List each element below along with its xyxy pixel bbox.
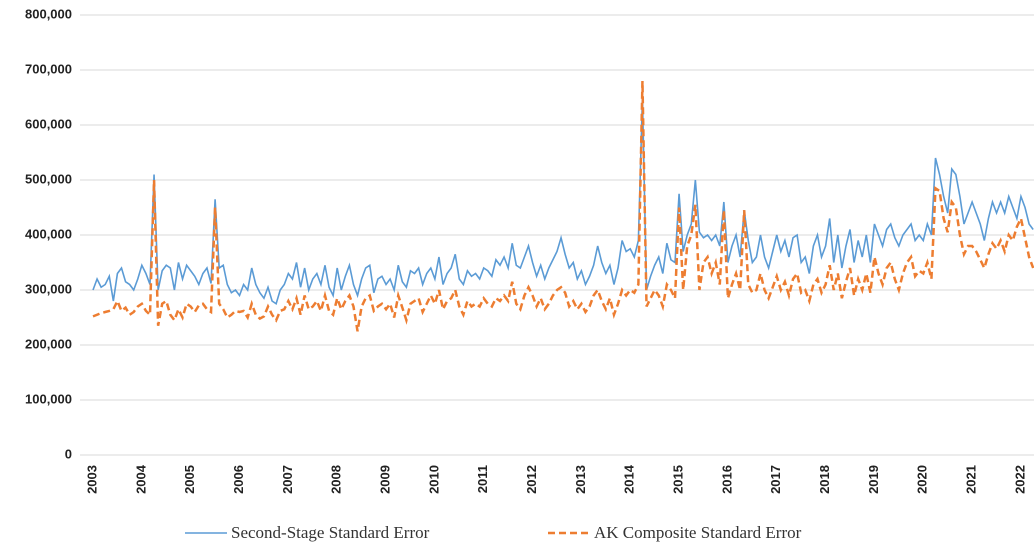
x-tick-label: 2016 bbox=[719, 465, 734, 494]
y-tick-label: 600,000 bbox=[25, 116, 72, 131]
x-tick-label: 2013 bbox=[573, 465, 588, 494]
x-tick-label: 2014 bbox=[622, 464, 637, 494]
x-tick-label: 2007 bbox=[280, 465, 295, 494]
x-tick-label: 2011 bbox=[475, 465, 490, 493]
x-tick-label: 2009 bbox=[377, 465, 392, 494]
series-line bbox=[92, 97, 1034, 306]
x-tick-label: 2008 bbox=[329, 465, 344, 494]
x-tick-label: 2005 bbox=[182, 465, 197, 494]
y-tick-label: 800,000 bbox=[25, 6, 72, 21]
x-tick-label: 2010 bbox=[426, 465, 441, 494]
x-tick-label: 2022 bbox=[1012, 465, 1027, 494]
y-tick-label: 500,000 bbox=[25, 171, 72, 186]
x-tick-label: 2017 bbox=[768, 465, 783, 494]
y-tick-label: 400,000 bbox=[25, 226, 72, 241]
x-tick-label: 2006 bbox=[231, 465, 246, 494]
x-tick-label: 2015 bbox=[671, 465, 686, 494]
x-tick-label: 2021 bbox=[964, 465, 979, 494]
legend-label: Second-Stage Standard Error bbox=[231, 523, 430, 542]
series-line bbox=[92, 80, 1034, 332]
y-tick-label: 100,000 bbox=[25, 391, 72, 406]
x-tick-label: 2004 bbox=[133, 464, 148, 494]
x-tick-label: 2012 bbox=[524, 465, 539, 494]
y-tick-label: 300,000 bbox=[25, 281, 72, 296]
y-tick-label: 200,000 bbox=[25, 336, 72, 351]
y-tick-label: 700,000 bbox=[25, 61, 72, 76]
x-tick-label: 2003 bbox=[84, 465, 99, 494]
y-tick-label: 0 bbox=[65, 446, 72, 461]
x-tick-label: 2018 bbox=[817, 465, 832, 494]
x-tick-label: 2020 bbox=[915, 465, 930, 494]
x-tick-label: 2019 bbox=[866, 465, 881, 494]
legend-label: AK Composite Standard Error bbox=[594, 523, 802, 542]
